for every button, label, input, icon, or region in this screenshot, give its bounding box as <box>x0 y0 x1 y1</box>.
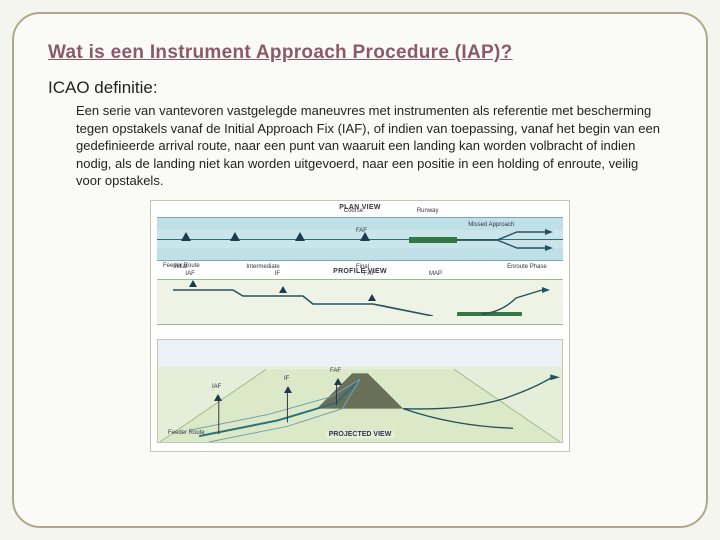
slide-frame: Wat is een Instrument Approach Procedure… <box>12 12 708 528</box>
profile-iaf-label: IAF <box>185 271 194 277</box>
proj-iaf-label: IAF <box>212 384 221 390</box>
projected-svg <box>158 340 562 442</box>
descent-path <box>173 286 433 316</box>
iap-diagram: PLAN VIEW Course Runway Initial Intermed… <box>150 200 570 452</box>
plan-view-strip: Course Runway Initial Intermediate FAF F… <box>157 217 563 261</box>
missed-approach-arrow <box>457 224 554 256</box>
intermediate-label: Intermediate <box>246 264 279 270</box>
plan-fix-faf <box>360 232 370 241</box>
profile-faf-label: FAF <box>364 271 375 277</box>
proj-faf-label: FAF <box>330 368 341 374</box>
feeder-route-label-plan: Feeder Route <box>163 263 200 269</box>
icao-subheading: ICAO definitie: <box>48 78 672 98</box>
profile-iaf-fix <box>189 280 197 287</box>
plan-fix-2 <box>230 232 240 241</box>
plan-runway <box>409 237 458 243</box>
course-label: Course <box>344 208 363 214</box>
profile-if-fix <box>279 286 287 293</box>
diagram-container: PLAN VIEW Course Runway Initial Intermed… <box>48 200 672 452</box>
profile-if-label: IF <box>275 271 280 277</box>
profile-view-strip: IAF IF FAF MAP <box>157 279 563 325</box>
enroute-label: Enroute Phase <box>507 264 547 270</box>
slide-title: Wat is een Instrument Approach Procedure… <box>48 42 672 64</box>
profile-faf-fix <box>368 294 376 301</box>
profile-missed-arrow <box>482 284 555 318</box>
projected-view-label: PROJECTED VIEW <box>326 431 395 438</box>
proj-if-fix <box>284 386 292 393</box>
definition-paragraph: Een serie van vantevoren vastgelegde man… <box>76 102 664 190</box>
runway-label-top: Runway <box>417 208 439 214</box>
plan-fix-1 <box>181 232 191 241</box>
proj-faf-fix <box>334 378 342 385</box>
proj-feeder-label: Feeder Route <box>168 430 205 436</box>
proj-iaf-fix <box>214 394 222 401</box>
proj-if-label: IF <box>284 376 289 382</box>
projected-view: IAF IF FAF Feeder Route PROJECTED VIEW <box>157 339 563 443</box>
plan-fix-3 <box>295 232 305 241</box>
profile-map-label: MAP <box>429 271 442 277</box>
profile-view-label: PROFILE VIEW <box>333 268 387 275</box>
